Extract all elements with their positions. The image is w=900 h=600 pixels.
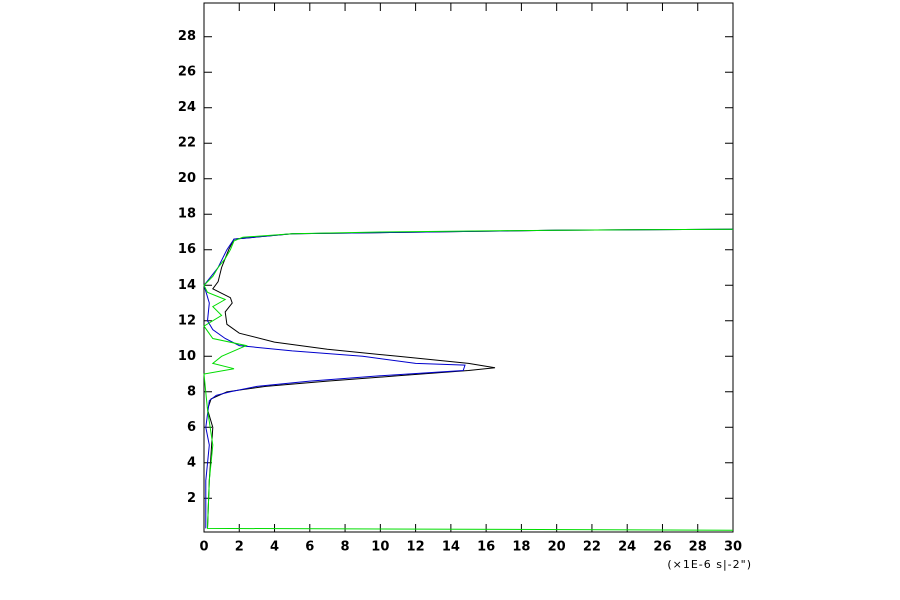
- y-tick-label: 2: [187, 491, 196, 506]
- x-tick-label: 18: [512, 540, 530, 555]
- y-tick-label: 28: [178, 29, 196, 44]
- x-tick-label: 16: [477, 540, 495, 555]
- y-tick-label: 6: [187, 420, 196, 435]
- x-tick-label: 12: [407, 540, 425, 555]
- x-tick-label: 10: [371, 540, 389, 555]
- x-tick-label: 6: [305, 540, 314, 555]
- y-tick-label: 24: [178, 100, 196, 115]
- profile-line: [203, 228, 734, 529]
- y-tick-label: 4: [187, 455, 196, 470]
- x-tick-label: 2: [235, 540, 244, 555]
- y-tick-label: 10: [178, 349, 196, 364]
- profile-line: [203, 228, 734, 531]
- x-axis-label: (×1E-6 s|-2"): [667, 558, 752, 571]
- x-tick-label: 24: [618, 540, 636, 555]
- y-tick-label: 22: [178, 136, 196, 151]
- y-tick-label: 26: [178, 65, 196, 80]
- x-tick-label: 22: [583, 540, 601, 555]
- x-tick-label: 8: [341, 540, 350, 555]
- y-tick-label: 16: [178, 242, 196, 257]
- y-tick-label: 18: [178, 207, 196, 222]
- y-tick-label: 8: [187, 384, 196, 399]
- plot-frame: [203, 2, 734, 533]
- x-tick-label: 4: [270, 540, 279, 555]
- x-tick-label: 20: [548, 540, 566, 555]
- x-tick-label: 26: [653, 540, 671, 555]
- x-tick-label: 14: [442, 540, 460, 555]
- y-tick-label: 20: [178, 171, 196, 186]
- x-tick-label: 28: [689, 540, 707, 555]
- x-tick-label: 0: [199, 540, 208, 555]
- x-tick-label: 30: [724, 540, 742, 555]
- profile-line: [206, 228, 734, 529]
- y-tick-label: 14: [178, 278, 196, 293]
- y-tick-label: 12: [178, 313, 196, 328]
